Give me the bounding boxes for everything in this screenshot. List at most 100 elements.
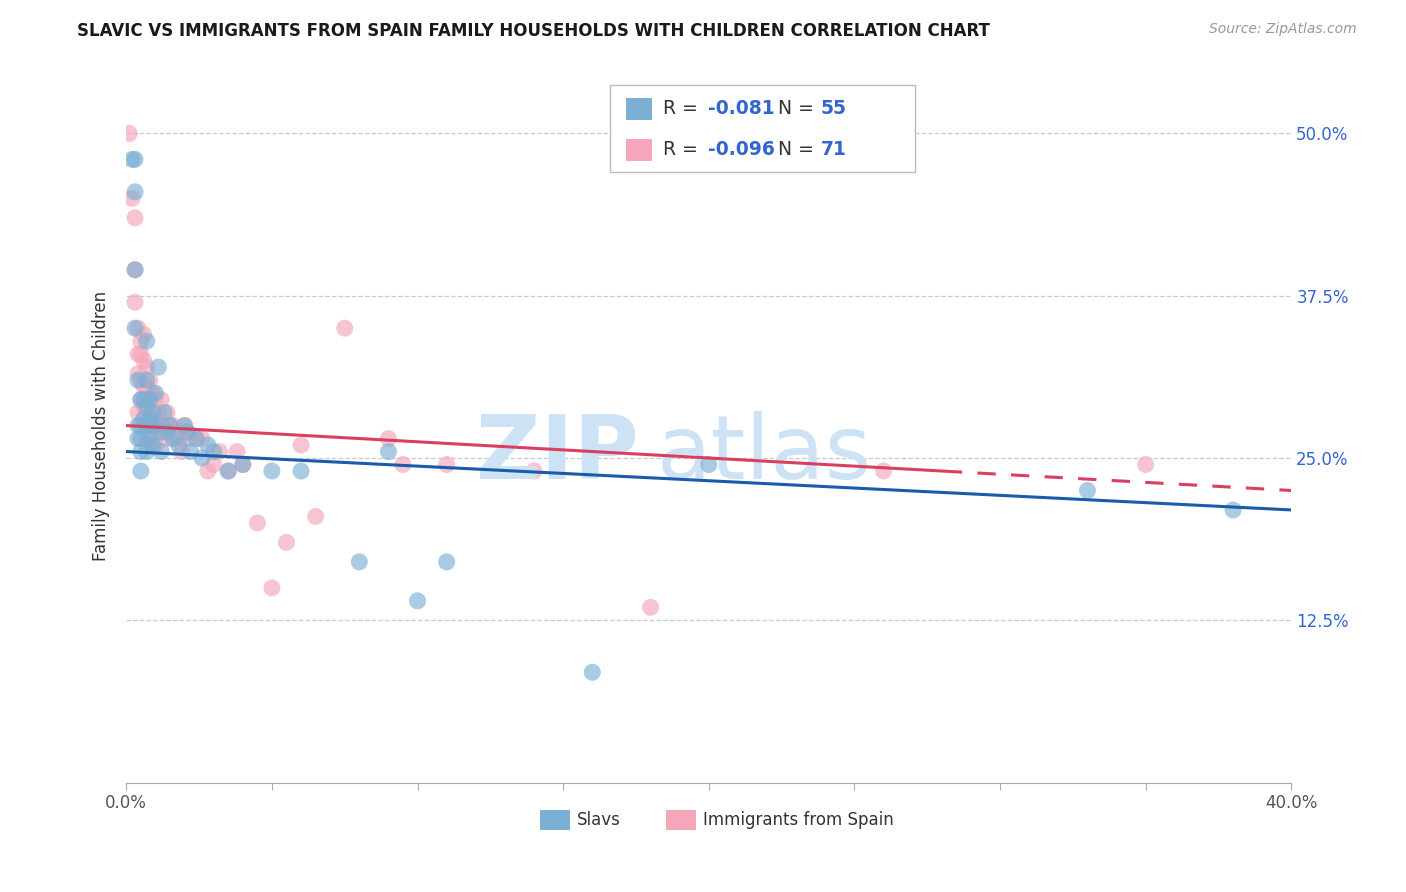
Point: [191, 450, 214, 465]
Point: [145, 418, 167, 433]
Text: N =: N =: [778, 140, 820, 160]
Point: [135, 444, 157, 458]
Point: [581, 665, 603, 680]
Point: [138, 432, 160, 446]
Text: SLAVIC VS IMMIGRANTS FROM SPAIN FAMILY HOUSEHOLDS WITH CHILDREN CORRELATION CHAR: SLAVIC VS IMMIGRANTS FROM SPAIN FAMILY H…: [77, 22, 990, 40]
Point: [436, 458, 458, 472]
Point: [132, 399, 155, 413]
Point: [145, 386, 167, 401]
Text: Source: ZipAtlas.com: Source: ZipAtlas.com: [1209, 22, 1357, 37]
Point: [176, 425, 198, 439]
Point: [121, 191, 143, 205]
Point: [208, 444, 231, 458]
Point: [148, 425, 170, 439]
Point: [179, 432, 201, 446]
Point: [392, 458, 415, 472]
Point: [141, 438, 163, 452]
Point: [127, 418, 149, 433]
Point: [153, 418, 176, 433]
Point: [217, 464, 239, 478]
Point: [333, 321, 356, 335]
Point: [246, 516, 269, 530]
Point: [217, 464, 239, 478]
Point: [159, 418, 181, 433]
Point: [138, 412, 160, 426]
Point: [145, 392, 167, 407]
Point: [162, 432, 184, 446]
Point: [135, 432, 157, 446]
Point: [170, 444, 193, 458]
Text: R =: R =: [664, 99, 704, 119]
Point: [124, 185, 146, 199]
FancyBboxPatch shape: [540, 810, 571, 830]
Point: [202, 458, 225, 472]
Point: [145, 406, 167, 420]
Point: [135, 406, 157, 420]
Text: -0.096: -0.096: [707, 140, 775, 160]
Point: [186, 432, 208, 446]
Point: [138, 392, 160, 407]
Point: [141, 386, 163, 401]
Text: N =: N =: [778, 99, 820, 119]
Point: [156, 425, 179, 439]
Point: [872, 464, 894, 478]
Point: [150, 392, 173, 407]
Point: [132, 353, 155, 368]
Point: [165, 432, 187, 446]
Point: [197, 438, 219, 452]
Point: [124, 211, 146, 225]
FancyBboxPatch shape: [665, 810, 696, 830]
Point: [129, 464, 152, 478]
Point: [127, 432, 149, 446]
Point: [179, 444, 201, 458]
Point: [118, 127, 141, 141]
Text: Slavs: Slavs: [578, 811, 621, 829]
Point: [121, 153, 143, 167]
Point: [129, 347, 152, 361]
Point: [167, 438, 190, 452]
Text: 55: 55: [821, 99, 846, 119]
Point: [150, 425, 173, 439]
Point: [159, 418, 181, 433]
Point: [202, 444, 225, 458]
Point: [260, 581, 283, 595]
Point: [186, 432, 208, 446]
FancyBboxPatch shape: [626, 139, 652, 161]
Point: [191, 432, 214, 446]
Point: [132, 379, 155, 393]
Point: [148, 406, 170, 420]
Point: [141, 406, 163, 420]
Text: Immigrants from Spain: Immigrants from Spain: [703, 811, 894, 829]
Point: [232, 458, 254, 472]
Point: [173, 418, 195, 433]
Point: [150, 418, 173, 433]
Text: 71: 71: [821, 140, 846, 160]
Point: [129, 432, 152, 446]
Point: [138, 412, 160, 426]
Point: [226, 444, 249, 458]
Point: [1135, 458, 1157, 472]
Text: atlas: atlas: [657, 410, 872, 498]
Point: [138, 373, 160, 387]
FancyBboxPatch shape: [610, 85, 915, 172]
Point: [135, 392, 157, 407]
Point: [145, 418, 167, 433]
Text: ZIP: ZIP: [477, 410, 638, 498]
Point: [145, 438, 167, 452]
Point: [129, 392, 152, 407]
Point: [135, 334, 157, 348]
Point: [135, 379, 157, 393]
Point: [127, 406, 149, 420]
Point: [129, 392, 152, 407]
Point: [132, 392, 155, 407]
Point: [290, 464, 312, 478]
Text: R =: R =: [664, 140, 704, 160]
Point: [1076, 483, 1098, 498]
Point: [135, 399, 157, 413]
Point: [135, 418, 157, 433]
Point: [129, 373, 152, 387]
Point: [135, 360, 157, 375]
Point: [260, 464, 283, 478]
Point: [132, 327, 155, 342]
Text: -0.081: -0.081: [707, 99, 775, 119]
